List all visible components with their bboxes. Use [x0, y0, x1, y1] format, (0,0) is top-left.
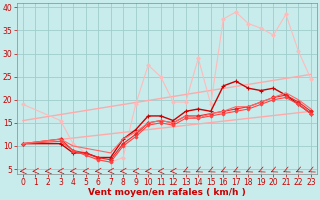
X-axis label: Vent moyen/en rafales ( km/h ): Vent moyen/en rafales ( km/h ): [88, 188, 246, 197]
